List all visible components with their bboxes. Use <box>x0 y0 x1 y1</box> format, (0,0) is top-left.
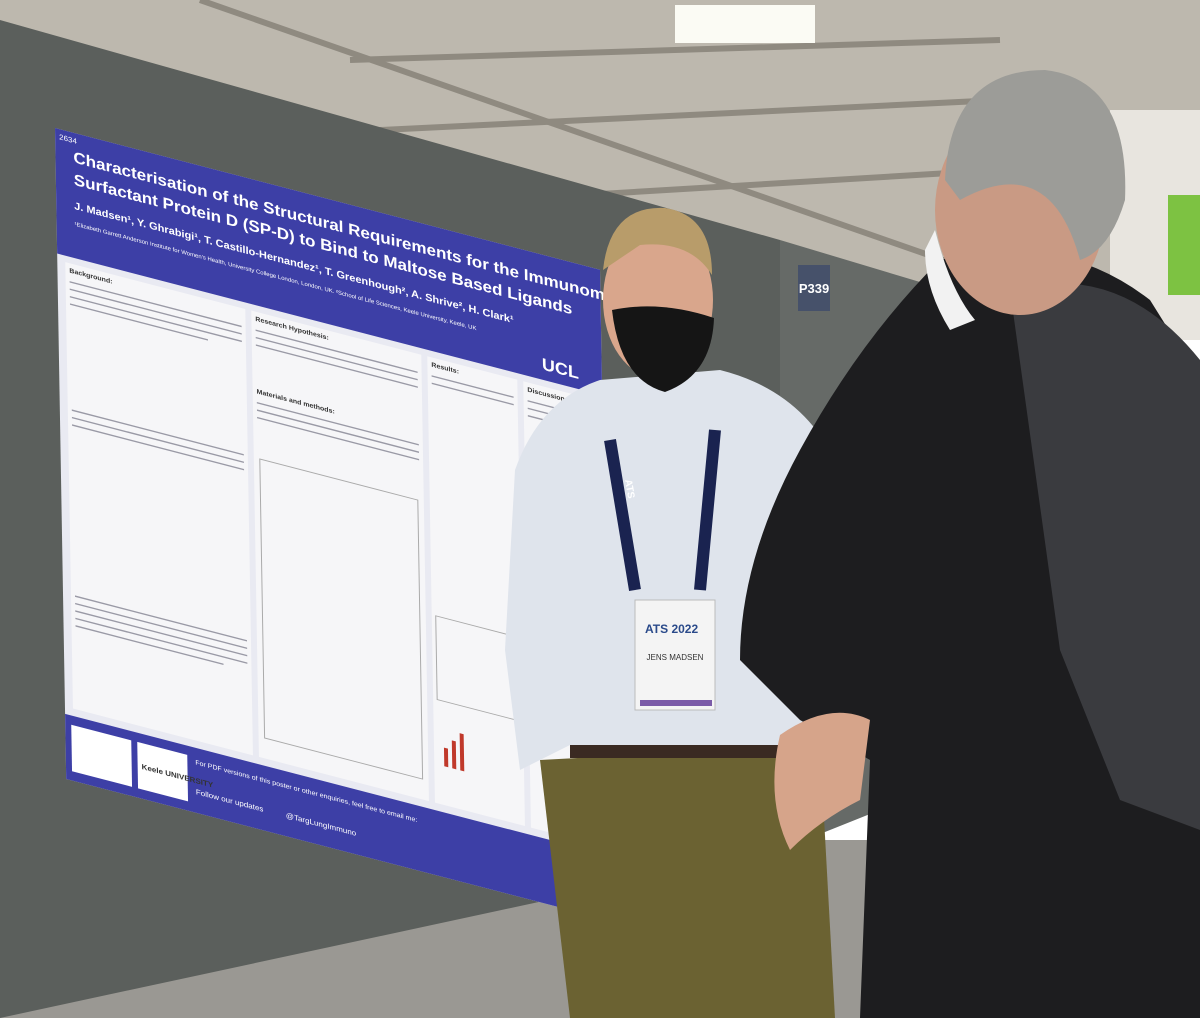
logo-box <box>71 724 133 787</box>
face-mask <box>612 306 714 392</box>
hand <box>774 712 870 850</box>
ceiling-light <box>675 5 815 43</box>
badge-event: ATS 2022 <box>645 622 698 636</box>
logo-box <box>137 741 189 802</box>
poster-header <box>55 128 603 396</box>
booth-number: P339 <box>799 281 829 296</box>
trousers <box>540 745 835 1018</box>
poster-bars <box>443 733 465 772</box>
backpack <box>1010 283 1200 831</box>
badge-stripe <box>640 700 712 706</box>
badge <box>634 599 716 711</box>
lanyard <box>604 429 721 591</box>
hair <box>945 70 1126 260</box>
lanyard-text: ATS <box>622 479 636 500</box>
hair <box>603 207 712 275</box>
poster-table <box>259 458 424 780</box>
badge-name: JENS MADSEN <box>647 653 704 662</box>
booth-sign <box>798 265 830 311</box>
green-sign <box>1168 195 1200 295</box>
face-mask <box>925 230 975 330</box>
poster-footer <box>65 713 612 921</box>
